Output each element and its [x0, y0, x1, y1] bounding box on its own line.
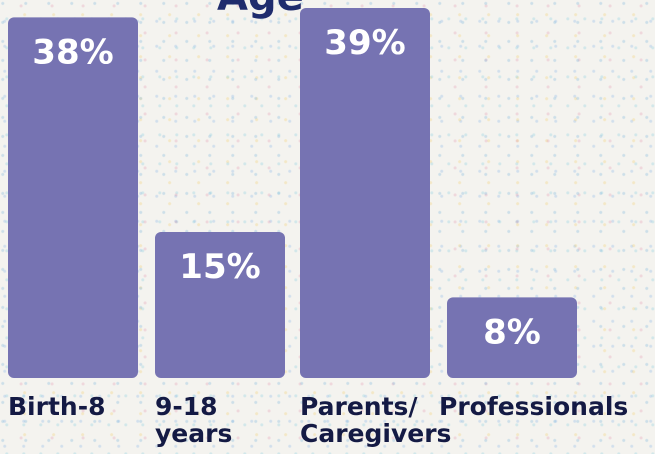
chart-title: Age	[217, 0, 304, 20]
category-label: 9-18	[155, 392, 218, 421]
bar-value-label: 15%	[179, 247, 260, 287]
category-label: Birth-8	[8, 392, 105, 421]
bar	[155, 232, 285, 378]
bar	[8, 17, 138, 378]
bar	[300, 8, 430, 378]
bar-value-label: 8%	[483, 312, 541, 352]
category-label: Caregivers	[300, 419, 451, 448]
bar	[447, 297, 577, 378]
category-label: Professionals	[439, 392, 628, 421]
bar-value-label: 38%	[32, 32, 113, 72]
bar-value-label: 39%	[324, 23, 405, 63]
category-label: Parents/	[300, 392, 418, 421]
category-label: years	[155, 419, 232, 448]
